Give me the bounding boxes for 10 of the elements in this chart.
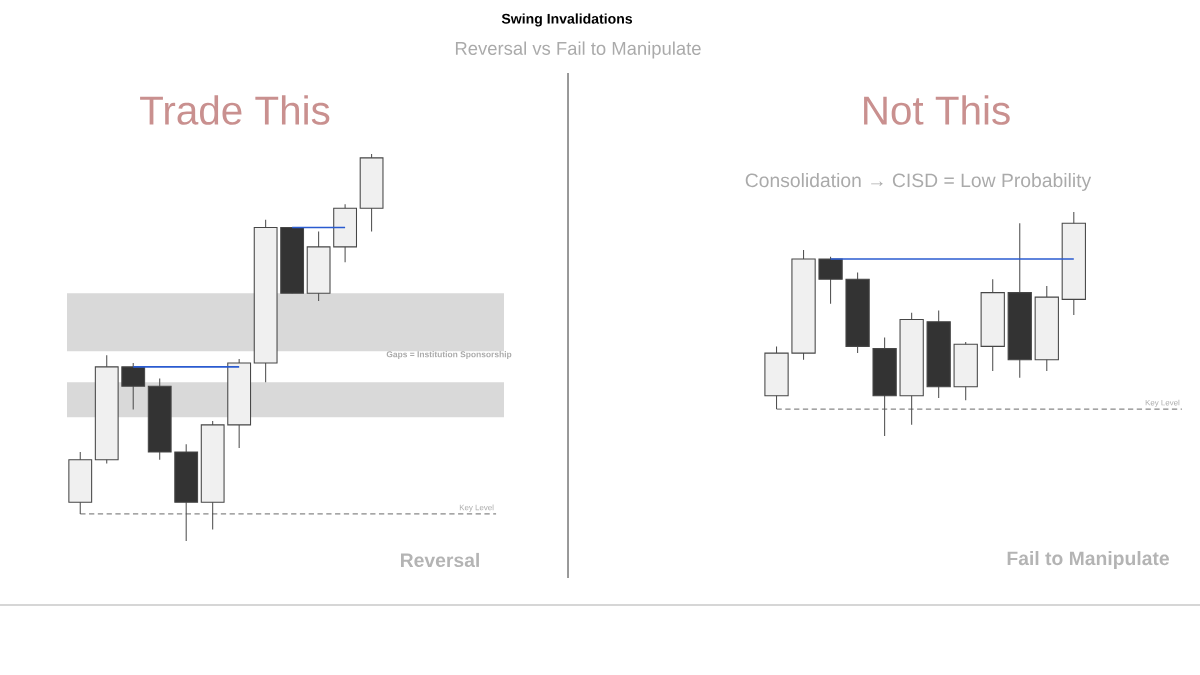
text: Fail to Manipulate bbox=[1007, 551, 1169, 569]
chart-title: Not This bbox=[864, 95, 1010, 125]
text: Reversal bbox=[401, 552, 479, 568]
text: Swing Invalidations bbox=[501, 13, 633, 27]
candlestick bbox=[818, 256, 843, 305]
chart-subtitle: Consolidation → CISD = Low Probability bbox=[745, 172, 1092, 191]
text: Gaps = Institution Sponsorship bbox=[386, 351, 512, 359]
text: Reversal vs Fail to Manipulate bbox=[455, 41, 701, 59]
candlestick bbox=[121, 362, 146, 410]
chart-title: Trade This bbox=[140, 95, 330, 125]
